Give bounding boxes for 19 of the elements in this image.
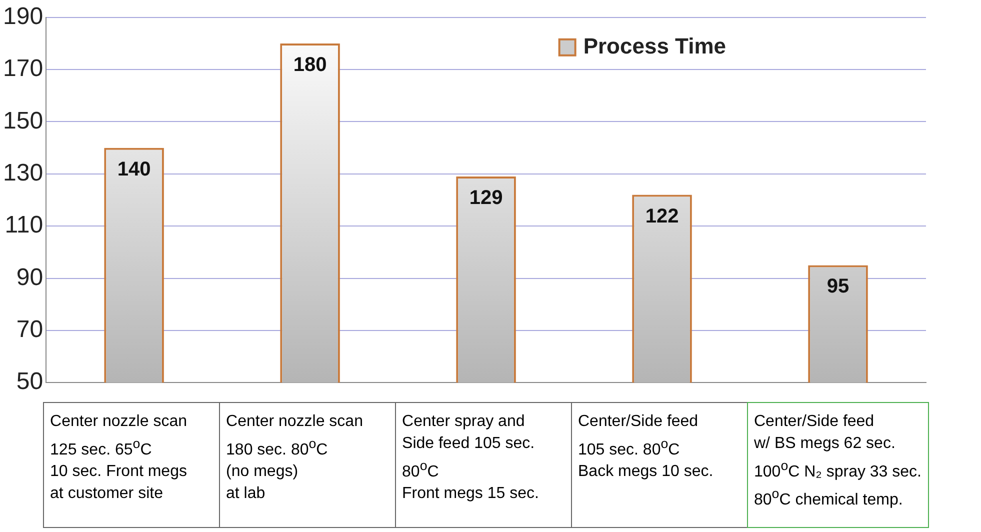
- x-tick-label: Center/Side feed 105 sec. 80$^{o}$C Back megs 10 sec.: [571, 402, 753, 528]
- x-tick-label: Center spray and Side feed 105 sec. 80$^{o}$C Front megs 15 sec.: [395, 402, 578, 528]
- x-tick-label: Center nozzle scan 125 sec. 65$^{o}$C 10 sec. Front megs at customer site: [43, 402, 226, 528]
- y-tick-label: 190: [2, 3, 44, 30]
- y-tick-label: 150: [2, 107, 44, 134]
- y-tick-label: 50: [16, 368, 44, 396]
- y-tick-label: 170: [2, 55, 44, 82]
- x-tick-label: Center nozzle scan 180 sec. 80$^{o}$C (no megs) at lab: [219, 402, 402, 528]
- legend-label: Process Time: [583, 33, 726, 58]
- y-tick-label: 70: [16, 316, 44, 344]
- data-label: 180: [293, 54, 327, 76]
- data-label: 129: [469, 187, 503, 210]
- y-tick-label: 110: [4, 212, 44, 239]
- y-tick-label: 130: [2, 160, 44, 187]
- y-tick-label: 90: [16, 264, 44, 291]
- data-label: 95: [826, 276, 850, 298]
- data-label: 122: [645, 205, 679, 228]
- category-label: Center/Side feed w/ BS megs 62 sec. 100$^{o}$C N₂ spray 33 sec. 80$^{o}$C chemical temp.: [754, 413, 922, 509]
- data-label: 140: [117, 158, 151, 180]
